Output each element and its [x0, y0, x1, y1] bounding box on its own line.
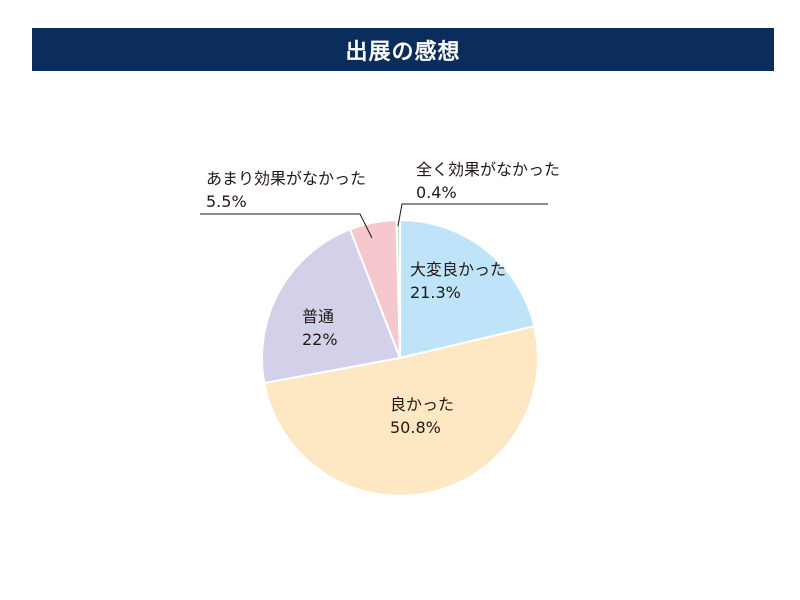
leader-line-little-effect — [200, 213, 373, 239]
slice-normal — [261, 228, 402, 385]
slice-no-effect — [395, 218, 401, 359]
slice-value-normal: 22% — [302, 330, 338, 349]
slice-label-very-good: 大変良かった — [410, 260, 506, 279]
leader-lines — [200, 203, 548, 239]
slice-good — [263, 325, 539, 497]
slice-value-no-effect: 0.4% — [416, 183, 457, 202]
slice-label-little-effect: あまり効果がなかった — [206, 169, 366, 188]
slice-label-no-effect: 全く効果がなかった — [416, 160, 560, 179]
slice-value-little-effect: 5.5% — [206, 192, 247, 211]
slice-very-good — [399, 218, 536, 360]
slice-label-good: 良かった — [390, 395, 454, 414]
chart-title: 出展の感想 — [345, 39, 461, 65]
slice-value-very-good: 21.3% — [410, 283, 461, 302]
pie-slices — [261, 218, 539, 497]
chart-title-bar: 出展の感想 — [32, 28, 774, 71]
slice-label-normal: 普通 — [302, 307, 334, 326]
leader-line-no-effect — [397, 203, 548, 227]
slice-value-good: 50.8% — [390, 418, 441, 437]
